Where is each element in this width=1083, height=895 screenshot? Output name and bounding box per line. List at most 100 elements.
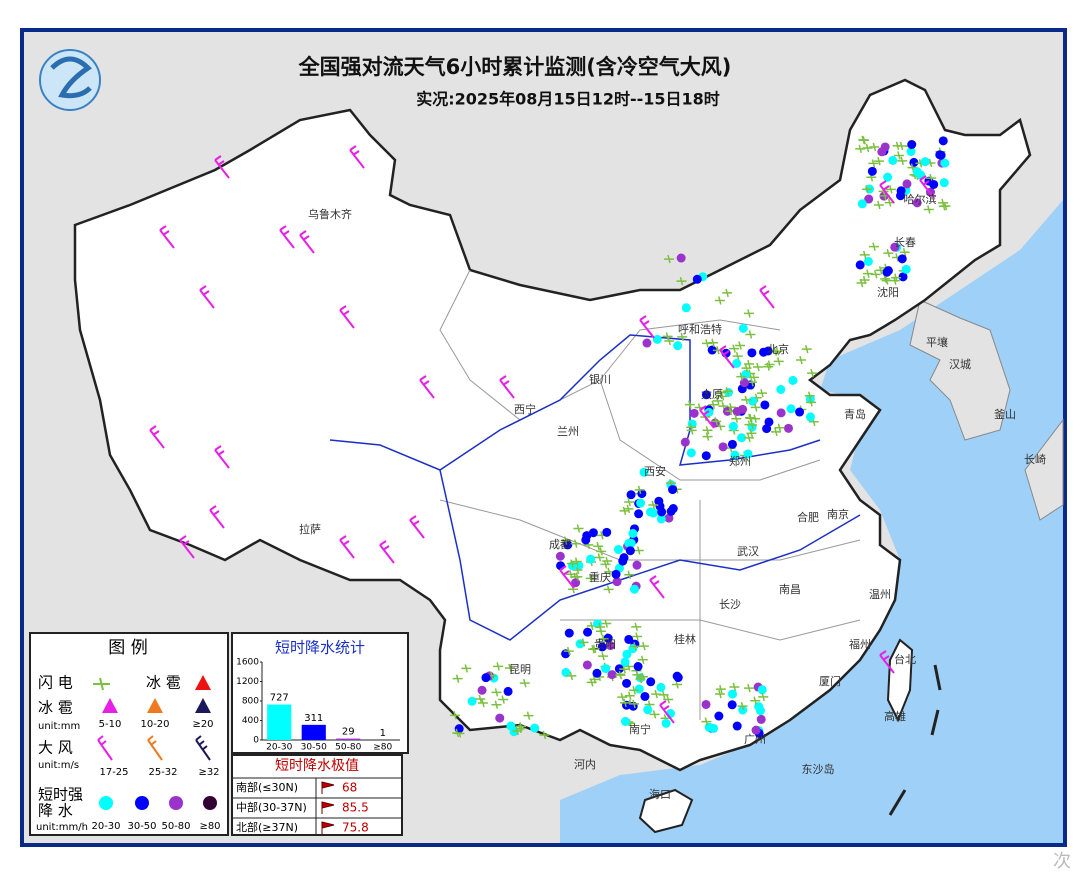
y-tick-label: 1600: [236, 658, 259, 668]
lightning: [735, 341, 746, 350]
rain-symbol: [135, 796, 149, 810]
rain-dot: [629, 584, 639, 594]
wind-barb: [339, 305, 355, 329]
lightning: [807, 368, 818, 378]
rain-dot: [855, 260, 865, 270]
rain-dot: [643, 705, 653, 715]
rain-dot: [597, 642, 607, 652]
rain-dot: [902, 179, 912, 189]
wind-barb: [379, 540, 395, 564]
hail-symbol: [102, 698, 118, 713]
lightning: [859, 250, 870, 260]
lightning: [862, 269, 873, 278]
lightning: [701, 717, 712, 726]
lightning: [897, 156, 908, 166]
region-label: 北部(≥37N): [236, 820, 298, 834]
lightning: [741, 363, 752, 373]
legend-title: 图 例: [108, 638, 147, 658]
lightning: [619, 506, 630, 516]
lightning: [752, 362, 763, 372]
rain-dot: [666, 506, 676, 516]
wind-barb: [759, 285, 775, 309]
city-label: 北京: [767, 342, 789, 356]
legend-level: 5-10: [99, 719, 122, 730]
rain-dot: [605, 641, 615, 651]
lightning: [869, 242, 880, 251]
bar: [267, 704, 292, 740]
wind-barb: [149, 425, 165, 449]
lightning: [629, 686, 640, 695]
rain-dot: [701, 699, 711, 709]
lightning: [623, 504, 634, 514]
rain-dot: [633, 662, 643, 672]
wind-barb: [339, 535, 355, 559]
lightning: [715, 388, 726, 397]
hail-event-symbol: [195, 675, 211, 690]
lightning: [505, 663, 516, 673]
rain-dot: [686, 448, 696, 458]
legend-level: 20-30: [91, 821, 120, 832]
rain-dot: [602, 527, 612, 537]
x-tick-label: 20-30: [266, 743, 292, 753]
rain-dot: [676, 253, 686, 263]
rain-symbol: [99, 796, 113, 810]
nine-dash-line: [888, 664, 942, 816]
rain-dot: [636, 498, 646, 508]
lightning: [632, 632, 643, 641]
rain-dot: [732, 358, 742, 368]
lightning: [572, 565, 583, 575]
lightning: [708, 400, 719, 409]
wind-barb: [214, 155, 230, 179]
lightning: [746, 429, 757, 438]
rain-dot: [639, 467, 649, 477]
rain-dot: [620, 716, 630, 726]
rain-dot: [673, 341, 683, 351]
rain-dot: [652, 334, 662, 344]
lightning: [601, 619, 612, 628]
lightning: [620, 698, 631, 708]
city-label: 台北: [894, 652, 916, 666]
legend-level: 50-80: [161, 821, 190, 832]
lightning: [743, 433, 754, 443]
city-label: 哈尔滨: [904, 192, 937, 206]
lightning: [512, 726, 523, 736]
rain-dot: [757, 685, 767, 695]
wind-symbol: [147, 735, 163, 761]
legend-level: ≥32: [198, 767, 219, 778]
value-label: 1: [380, 728, 386, 739]
rain-dot: [755, 706, 765, 716]
rain-dot: [805, 412, 815, 422]
lightning: [757, 389, 768, 398]
wind-barb: [919, 175, 935, 199]
rain-dot: [714, 711, 724, 721]
rain-dot: [939, 178, 949, 188]
lightning: [763, 362, 774, 371]
lightning: [772, 347, 783, 356]
watermark: 次: [1053, 851, 1071, 872]
rain-dot: [620, 657, 630, 667]
wind-barb: [349, 145, 365, 169]
lightning: [615, 670, 626, 680]
lightning: [491, 688, 502, 697]
lightning: [594, 553, 605, 562]
rain-dot: [612, 577, 622, 587]
rain-dot: [732, 407, 742, 417]
wind-barb: [279, 225, 295, 249]
lightning: [938, 198, 949, 208]
region-label: 中部(30-37N): [236, 800, 307, 814]
lightning: [452, 674, 463, 683]
y-tick-label: 0: [253, 736, 259, 746]
rain-dot: [583, 627, 593, 637]
observations: [149, 135, 951, 740]
legend-level: 30-50: [127, 821, 156, 832]
rain-dot: [727, 700, 737, 710]
rain-dot: [890, 242, 900, 252]
rain-dot: [718, 442, 728, 452]
rain-dot: [929, 179, 939, 189]
rain-dot: [581, 535, 591, 545]
dash: [933, 664, 942, 691]
lightning: [663, 695, 674, 704]
rain-dot: [628, 529, 638, 539]
lightning: [701, 339, 712, 348]
logo-mark: [50, 56, 92, 99]
